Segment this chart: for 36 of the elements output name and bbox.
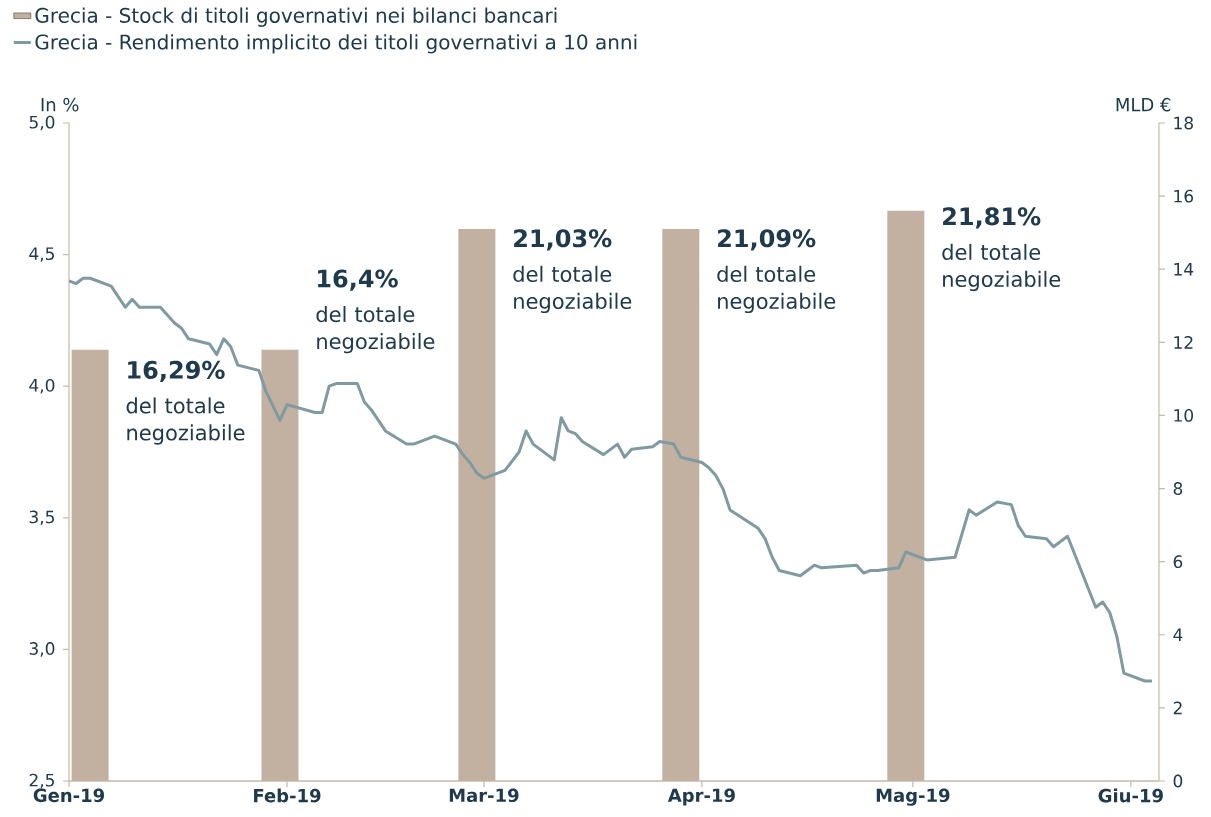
y2-tick-label: 2: [1173, 701, 1182, 715]
y2-tick-label: 16: [1174, 189, 1194, 203]
y2-tick-label: 6: [1173, 555, 1183, 569]
annotation: 21,09%: [718, 229, 816, 251]
x-tick-label: Giu-19: [1098, 788, 1163, 803]
x-tick-label: Mag-19: [876, 788, 950, 806]
annotation: del totale negoziabile: [717, 265, 836, 314]
y-tick-label: 3,0: [29, 642, 55, 657]
annotation: del totale negoziabile: [316, 305, 435, 354]
x-tick-label: Apr-19: [667, 788, 735, 806]
legend-label: Grecia - Stock di titoli governativi nei bilanci bancari: [35, 7, 557, 27]
annotation: 16,4%: [318, 269, 398, 291]
annotation: del totale negoziabile: [942, 243, 1061, 292]
y2-tick-label: 14: [1174, 263, 1194, 276]
x-tick-label: Feb-19: [254, 788, 321, 803]
x-tick-label: Gen-19: [33, 788, 105, 803]
y-tick-label: 3,5: [29, 510, 54, 526]
y-tick-label: 5,0: [29, 115, 55, 131]
y2-tick-label: 18: [1174, 116, 1193, 130]
y2-tick-label: 8: [1173, 482, 1183, 495]
y2-tick-label: 10: [1174, 409, 1194, 422]
annotation: 21,81%: [943, 207, 1041, 229]
annotation: 16,29%: [128, 360, 225, 383]
x-tick-label: Mar-19: [449, 788, 519, 803]
legend-label: Grecia - Rendimento implicito dei titoli governativi a 10 anni: [35, 34, 637, 54]
y-tick-label: 4,0: [29, 378, 55, 394]
y2-tick-label: 12: [1174, 336, 1193, 349]
y-axis-title: In %: [41, 97, 79, 112]
annotation: del totale negoziabile: [513, 265, 632, 314]
y-tick-label: 4,5: [29, 247, 54, 262]
annotation: del totale negoziabile: [126, 397, 245, 445]
annotation: 21,03%: [514, 229, 612, 251]
y-tick-label: 2,5: [29, 773, 54, 789]
y2-tick-label: 4: [1173, 628, 1183, 641]
y2-tick-label: 0: [1173, 774, 1183, 788]
y2-axis-title: MLD €: [1116, 97, 1171, 112]
